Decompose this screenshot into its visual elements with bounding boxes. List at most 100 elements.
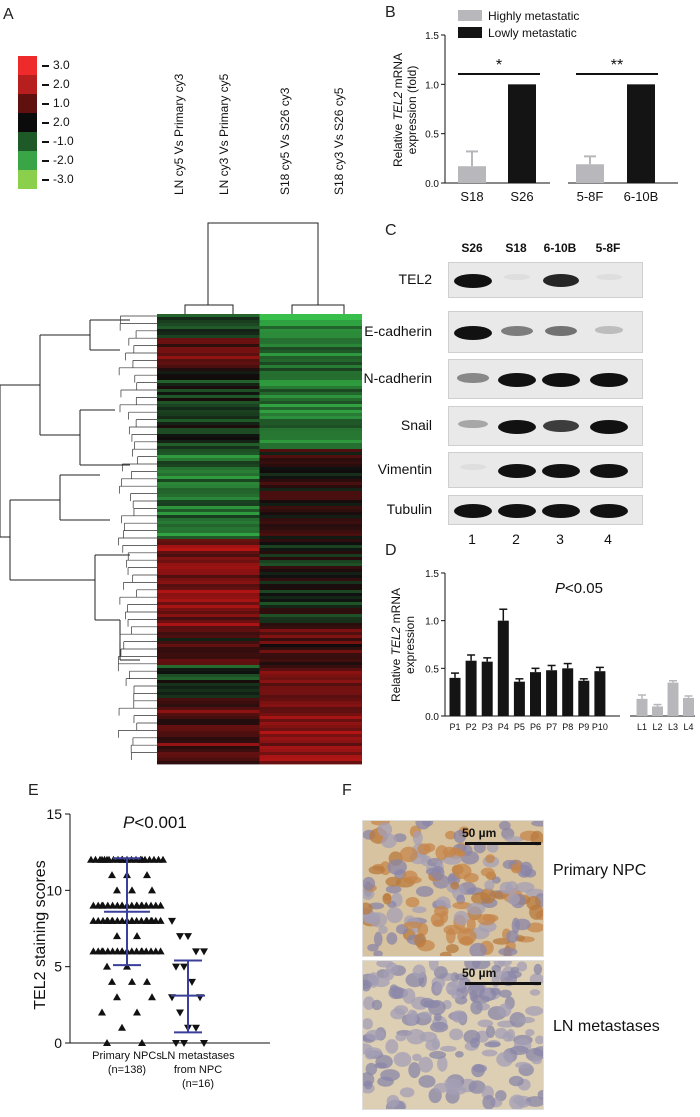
- cell: [415, 886, 434, 897]
- heatmap-row-left: [157, 488, 260, 492]
- heatmap-row-right: [259, 671, 362, 675]
- cell: [499, 821, 511, 831]
- heatmap-row-left: [157, 728, 260, 732]
- heatmap-row-right: [259, 377, 362, 381]
- heatmap-row-left: [157, 626, 260, 630]
- cell: [471, 1063, 485, 1078]
- heatmap-row-right: [259, 668, 362, 672]
- cell: [449, 1028, 464, 1041]
- x-tick-label: P8: [562, 722, 573, 732]
- cell: [363, 876, 376, 891]
- cell: [477, 1019, 494, 1028]
- heatmap-row-right: [259, 485, 362, 489]
- dendrogram-leaf: [133, 700, 157, 709]
- blot-band: [544, 326, 578, 337]
- cell: [373, 950, 383, 956]
- heatmap-row-left: [157, 665, 260, 669]
- heatmap-row-left: [157, 746, 260, 750]
- dendrogram-branch: [79, 409, 130, 466]
- cell: [378, 925, 388, 934]
- x-tick-label: P10: [592, 722, 608, 732]
- heatmap-row-left: [157, 533, 260, 537]
- heatmap-row-left: [157, 647, 260, 651]
- heatmap-row-left: [157, 761, 260, 765]
- cell: [452, 863, 472, 879]
- heatmap-row-left: [157, 563, 260, 567]
- blot-row-tel2: [448, 262, 643, 298]
- heatmap-row-left: [157, 623, 260, 627]
- y-axis-label: TEL2 staining scores: [32, 860, 49, 1009]
- cell: [375, 1055, 393, 1069]
- heatmap-row-left: [157, 371, 260, 375]
- panel-label-e: E: [28, 782, 39, 799]
- heatmap-row-left: [157, 470, 260, 474]
- dendrogram-leaf: [129, 670, 157, 679]
- cell: [453, 829, 467, 844]
- heatmap-row-right: [259, 560, 362, 564]
- heatmap-row-right: [259, 488, 362, 492]
- heatmap-row-left: [157, 620, 260, 624]
- heatmap-row-right: [259, 458, 362, 462]
- y-tick-label: 5: [54, 959, 62, 975]
- x-tick-label: P4: [498, 722, 509, 732]
- y-tick-label: 10: [46, 882, 62, 898]
- heatmap-row-right: [259, 545, 362, 549]
- legend-value: 2.0: [53, 77, 70, 91]
- legend-swatch: [18, 113, 37, 132]
- cell: [385, 1039, 399, 1054]
- heatmap-row-right: [259, 329, 362, 333]
- x-tick-label: P7: [546, 722, 557, 732]
- data-point-primary: [143, 977, 151, 985]
- heatmap-row-left: [157, 731, 260, 735]
- heatmap-row-left: [157, 605, 260, 609]
- dendrogram-branch: [39, 334, 90, 436]
- heatmap-row-left: [157, 713, 260, 717]
- dendrogram-branch: [9, 499, 95, 581]
- dendrogram-leaf: [127, 604, 157, 612]
- significance-mark: **: [611, 57, 623, 74]
- heatmap-row-left: [157, 710, 260, 714]
- dendrogram-leaf: [134, 374, 157, 383]
- heatmap-row-left: [157, 539, 260, 543]
- heatmap-row-left: [157, 704, 260, 708]
- cell: [499, 989, 512, 998]
- bar: [667, 682, 679, 716]
- heatmap-row-left: [157, 716, 260, 720]
- heatmap-row-left: [157, 554, 260, 558]
- cell: [412, 906, 427, 914]
- cell: [488, 970, 509, 979]
- heatmap-row-right: [259, 365, 362, 369]
- heatmap-row-right: [259, 404, 362, 408]
- cell: [363, 979, 372, 990]
- heatmap-row-right: [259, 716, 362, 720]
- cell: [480, 867, 495, 877]
- cell: [434, 981, 443, 993]
- heatmap-row-left: [157, 434, 260, 438]
- heatmap-row-left: [157, 386, 260, 390]
- dendrogram-leaf: [118, 707, 157, 716]
- data-point-primary: [103, 962, 111, 970]
- heatmap-row-left: [157, 521, 260, 525]
- cell: [365, 1029, 385, 1041]
- dendrogram-leaf: [136, 722, 157, 731]
- data-point-primary: [156, 901, 165, 909]
- data-point-primary: [123, 962, 131, 970]
- cell: [368, 865, 386, 875]
- dendrogram-leaf: [133, 345, 157, 353]
- data-point-primary: [108, 977, 116, 985]
- micrograph-ln-metastases: [362, 960, 544, 1110]
- cell: [525, 1006, 543, 1016]
- heatmap-column-label: LN cy5 Vs Primary cy3: [172, 73, 186, 195]
- y-tick-label: 1.5: [425, 31, 439, 42]
- heatmap-row-left: [157, 608, 260, 612]
- heatmap-row-left: [157, 701, 260, 705]
- heatmap-row-left: [157, 680, 260, 684]
- heatmap-row-left: [157, 437, 260, 441]
- heatmap-row-right: [259, 761, 362, 765]
- heatmap-row-right: [259, 338, 362, 342]
- legend-value: 2.0: [53, 115, 70, 129]
- cell: [363, 996, 375, 1010]
- cell: [498, 1003, 512, 1017]
- heatmap-row-right: [259, 536, 362, 540]
- heatmap-row-left: [157, 344, 260, 348]
